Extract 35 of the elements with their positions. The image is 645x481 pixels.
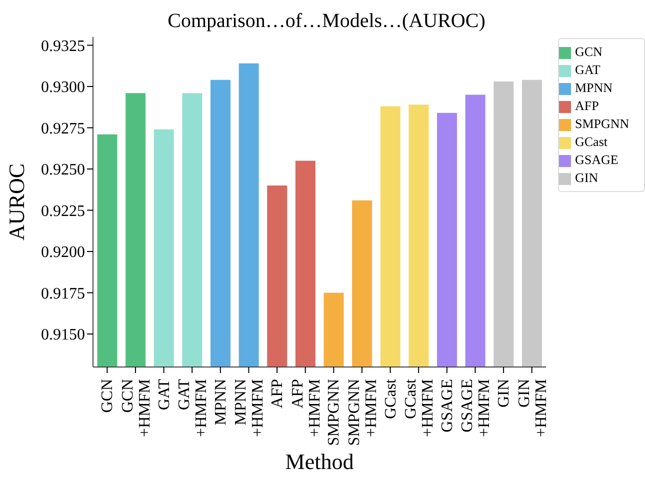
x-tick-label: GAT — [156, 378, 173, 410]
legend-label: GCast — [575, 134, 608, 149]
x-tick-label: AFP — [269, 378, 286, 408]
y-tick-label: 0.9250 — [41, 162, 85, 179]
y-tick-label: 0.9300 — [41, 79, 85, 96]
x-tick-label: GIN — [496, 378, 513, 408]
y-tick-label: 0.9200 — [41, 244, 85, 262]
x-tick-label: SMPGNN +HMFM — [346, 378, 380, 446]
x-tick-label: AFP +HMFM — [289, 378, 324, 437]
x-tick-label: GCN +HMFM — [119, 378, 154, 437]
y-tick-label: 0.9225 — [41, 202, 85, 220]
y-tick-label: 0.9150 — [41, 326, 85, 344]
legend-label: MPNN — [575, 80, 613, 95]
x-tick-label: SMPGNN — [326, 378, 343, 446]
x-axis-title: Method — [285, 449, 354, 474]
legend-label: GIN — [575, 170, 598, 185]
legend-label: GCN — [575, 44, 602, 59]
x-tick-label: GAT +HMFM — [176, 378, 210, 437]
y-tick-label: 0.9325 — [41, 38, 85, 55]
y-tick-label: 0.9275 — [41, 120, 85, 138]
x-tick-label: GCast — [382, 378, 400, 419]
x-tick-label: GSAGE +HMFM — [459, 379, 494, 437]
y-axis-title: AUROC — [4, 163, 29, 241]
legend-label: GAT — [575, 62, 600, 77]
x-tick-label: GCast +HMFM — [402, 378, 437, 437]
x-tick-label: MPNN +HMFM — [232, 378, 267, 437]
legend-label: AFP — [575, 98, 599, 113]
x-tick-label: MPNN — [212, 378, 230, 426]
y-tick-label: 0.9175 — [41, 285, 85, 302]
legend-label: SMPGNN — [575, 116, 630, 131]
x-tick-label: GCN — [99, 378, 116, 413]
chart-title: Comparison…of…Models…(AUROC) — [166, 10, 486, 33]
x-tick-label: GIN +HMFM — [516, 378, 550, 437]
legend-label: GSAGE — [575, 152, 618, 167]
x-tick-label: GSAGE — [438, 379, 456, 432]
